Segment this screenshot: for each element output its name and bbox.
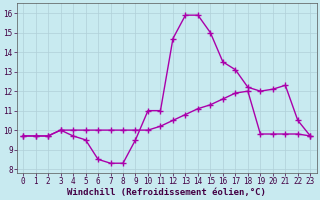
X-axis label: Windchill (Refroidissement éolien,°C): Windchill (Refroidissement éolien,°C) <box>67 188 266 197</box>
